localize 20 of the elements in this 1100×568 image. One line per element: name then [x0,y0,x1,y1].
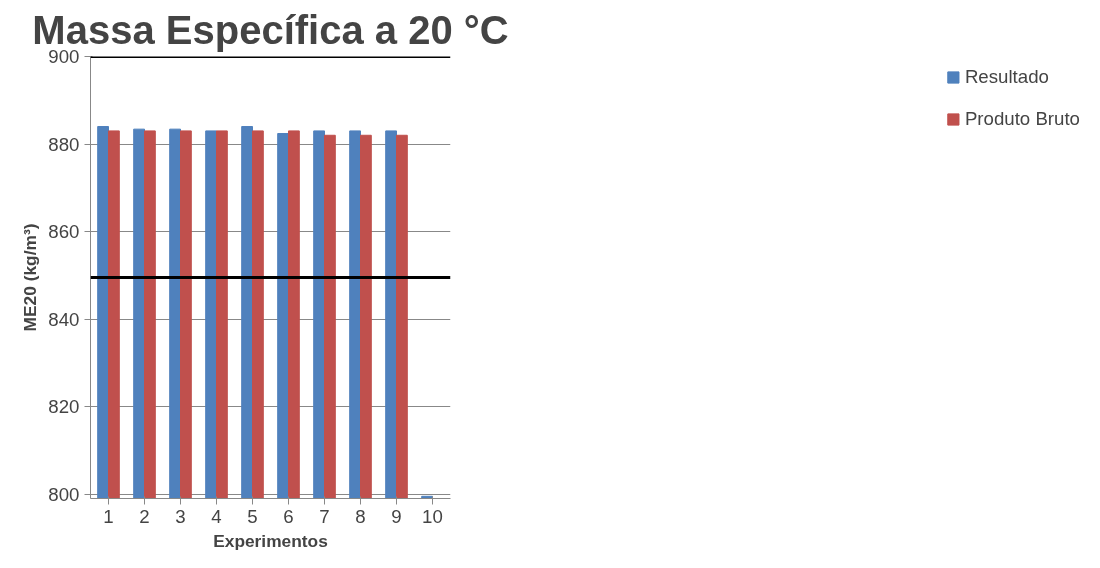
x-tick-label: 3 [175,505,186,527]
y-tick-label: 840 [48,308,80,330]
y-tick-label: 860 [48,221,80,243]
x-tick-label: 10 [422,505,443,527]
x-tick-label: 7 [319,505,330,527]
x-tick-label: 8 [355,505,366,527]
legend-label: Produto Bruto [964,108,1080,130]
x-tick-label: 1 [103,505,114,527]
x-tick-label: 5 [247,505,258,527]
x-tick-label: 6 [283,505,294,527]
y-tick-label: 900 [48,46,80,67]
y-tick-label: 880 [48,133,80,155]
legend-label: Resultado [964,66,1049,88]
x-tick-label: 4 [211,505,222,527]
x-tick-label: 2 [139,505,150,527]
y-tick-label: 800 [48,483,80,505]
x-tick-label: 9 [391,505,402,527]
y-axis-title: ME20 (kg/m³) [20,223,41,332]
y-tick-label: 820 [48,396,80,418]
x-axis-title: Experimentos [213,530,328,551]
